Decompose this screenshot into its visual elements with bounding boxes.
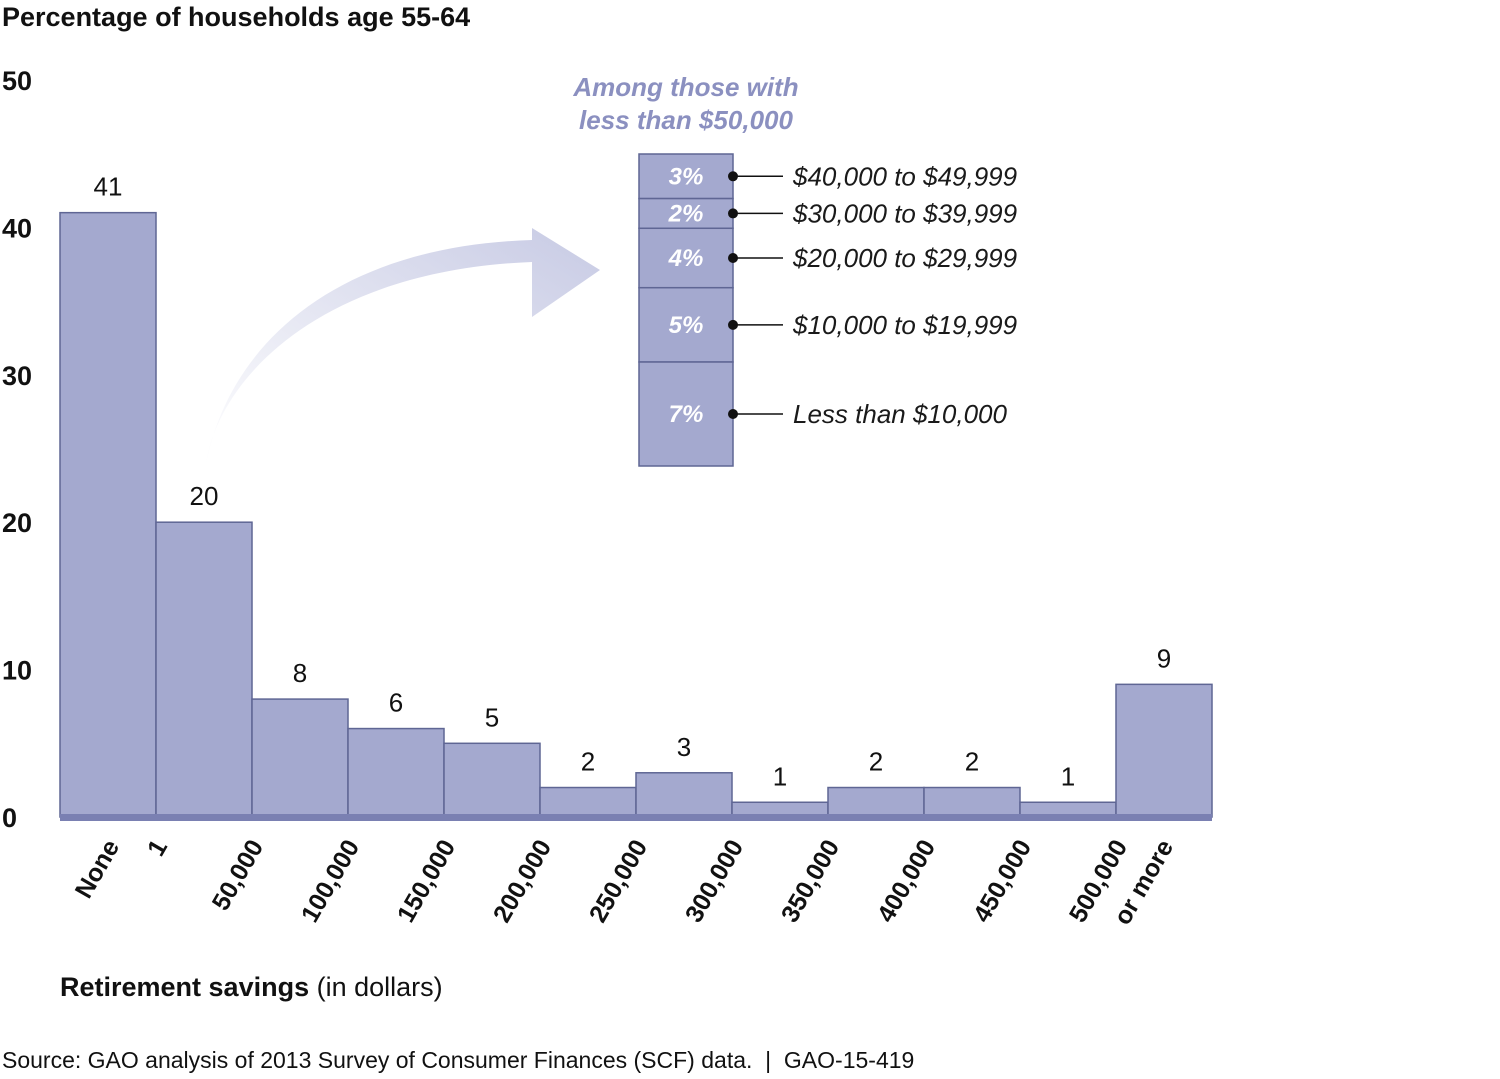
bar	[539, 786, 637, 818]
inset-segment	[638, 361, 734, 467]
y-tick-label: 0	[2, 803, 17, 833]
inset-segment-percent: 4%	[668, 245, 704, 272]
bar	[923, 786, 1021, 818]
y-tick-label: 20	[2, 508, 32, 538]
x-tick-label: 300,000	[680, 835, 749, 927]
inset-range-label: $30,000 to $39,999	[792, 198, 1017, 228]
inset-segment-percent: 5%	[669, 312, 704, 339]
y-tick-label: 10	[2, 656, 32, 686]
y-tick-label: 40	[2, 213, 32, 243]
inset-segment-percent: 2%	[668, 200, 704, 227]
x-axis-label-bold: Retirement savings	[60, 972, 309, 1002]
x-tick-label: 150,000	[392, 835, 461, 927]
x-tick-labels: None 1 50,000 100,000 150,000 200,000 250,000 3…	[70, 835, 1180, 930]
bar	[155, 521, 253, 818]
inset-stacked-bar: 3% $40,000 to $49,999 2% $30,000 to $39,999…	[638, 153, 1017, 467]
inset-range-label: $20,000 to $29,999	[792, 243, 1017, 273]
x-tick-label: None	[70, 835, 126, 903]
x-axis-label: Retirement savings (in dollars)	[60, 972, 443, 1002]
callout-arrow	[205, 228, 600, 470]
source-note: Source: GAO analysis of 2013 Survey of C…	[2, 1047, 914, 1073]
bar-value-label: 6	[389, 688, 403, 718]
bar-value-label: 1	[773, 761, 787, 791]
y-tick-label: 30	[2, 361, 32, 391]
inset-range-label: $40,000 to $49,999	[792, 161, 1017, 191]
x-tick-label: 50,000	[207, 835, 269, 915]
x-tick-label: 250,000	[584, 835, 653, 927]
x-tick-label: 200,000	[488, 835, 557, 927]
y-axis: 0 10 20 30 40 50	[2, 66, 32, 833]
bar-value-label: 5	[485, 702, 499, 732]
x-tick-label: 1	[142, 835, 173, 861]
bar-value-label: 2	[965, 747, 979, 777]
bar-value-label: 2	[581, 747, 595, 777]
bar-value-label: 2	[869, 747, 883, 777]
bars-group	[59, 211, 1213, 818]
bar-value-label: 8	[293, 658, 307, 688]
x-tick-label: 100,000	[296, 835, 365, 927]
bar	[635, 772, 733, 818]
inset-segment	[638, 286, 734, 363]
x-tick-label: 450,000	[968, 835, 1037, 927]
bar	[827, 786, 925, 818]
inset-title-line-2: less than $50,000	[579, 105, 793, 135]
bar-value-label: 3	[677, 732, 691, 762]
inset-title-line-1: Among those with	[572, 72, 798, 102]
bar-value-label: 41	[94, 172, 123, 202]
x-tick-label: 400,000	[872, 835, 941, 927]
bar-value-label: 20	[190, 481, 219, 511]
x-axis-baseline	[60, 814, 1212, 821]
inset-range-label: Less than $10,000	[793, 399, 1007, 429]
bar-value-label: 1	[1061, 761, 1075, 791]
bar-value-labels: 41 20 8 6 5 2 3 1 2 2 1 9	[94, 172, 1172, 792]
y-tick-label: 50	[2, 66, 32, 96]
chart-title: Percentage of households age 55-64	[2, 2, 470, 32]
inset-range-label: $10,000 to $19,999	[792, 310, 1017, 340]
x-tick-label: 350,000	[776, 835, 845, 927]
bar	[443, 742, 541, 818]
bar	[251, 698, 349, 818]
bar-value-label: 9	[1157, 643, 1171, 673]
inset-segment-percent: 7%	[669, 401, 704, 428]
x-axis-label-unit: (in dollars)	[309, 972, 443, 1002]
inset-segment-percent: 3%	[669, 163, 704, 190]
bar	[347, 727, 445, 818]
bar	[59, 211, 157, 818]
bar	[1115, 683, 1213, 818]
